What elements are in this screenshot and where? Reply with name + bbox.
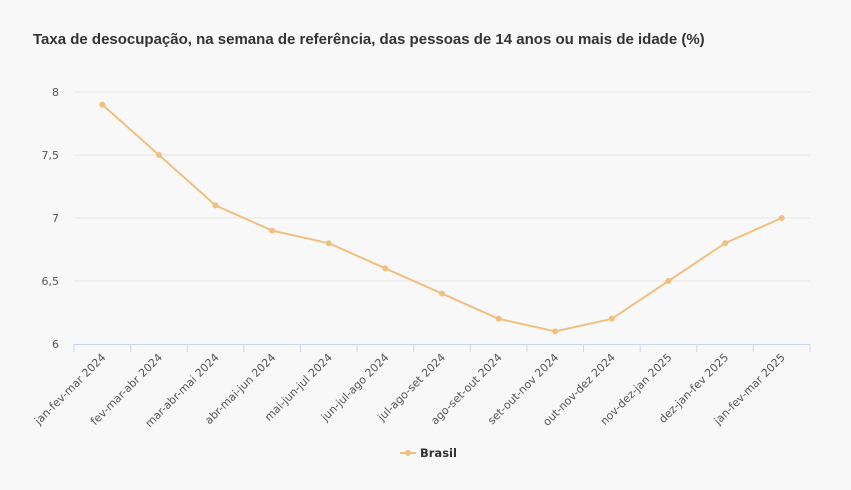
y-tick-label: 7,5 — [42, 149, 60, 162]
data-point[interactable] — [439, 290, 445, 297]
legend[interactable]: Brasil — [400, 446, 457, 460]
data-point[interactable] — [212, 202, 219, 209]
data-point[interactable] — [722, 240, 729, 247]
data-point[interactable] — [269, 227, 276, 234]
y-tick-label: 8 — [52, 86, 59, 99]
data-point[interactable] — [382, 265, 389, 272]
y-tick-label: 7 — [52, 212, 59, 225]
series-brasil — [99, 101, 785, 335]
legend-marker — [405, 450, 411, 456]
data-point[interactable] — [665, 278, 672, 284]
data-point[interactable] — [495, 315, 502, 322]
chart-title: Taxa de desocupação, na semana de referê… — [33, 31, 705, 48]
data-point[interactable] — [778, 215, 785, 221]
y-axis: 6 6,5 7 7,5 8 — [42, 86, 60, 351]
y-tick-label: 6 — [52, 338, 59, 351]
legend-label[interactable]: Brasil — [420, 446, 457, 460]
data-point[interactable] — [552, 328, 559, 335]
data-point[interactable] — [99, 101, 106, 108]
data-point[interactable] — [155, 152, 162, 158]
data-point[interactable] — [608, 315, 615, 322]
y-tick-label: 6,5 — [42, 275, 60, 288]
gridlines — [74, 91, 810, 282]
data-point[interactable] — [325, 240, 332, 247]
